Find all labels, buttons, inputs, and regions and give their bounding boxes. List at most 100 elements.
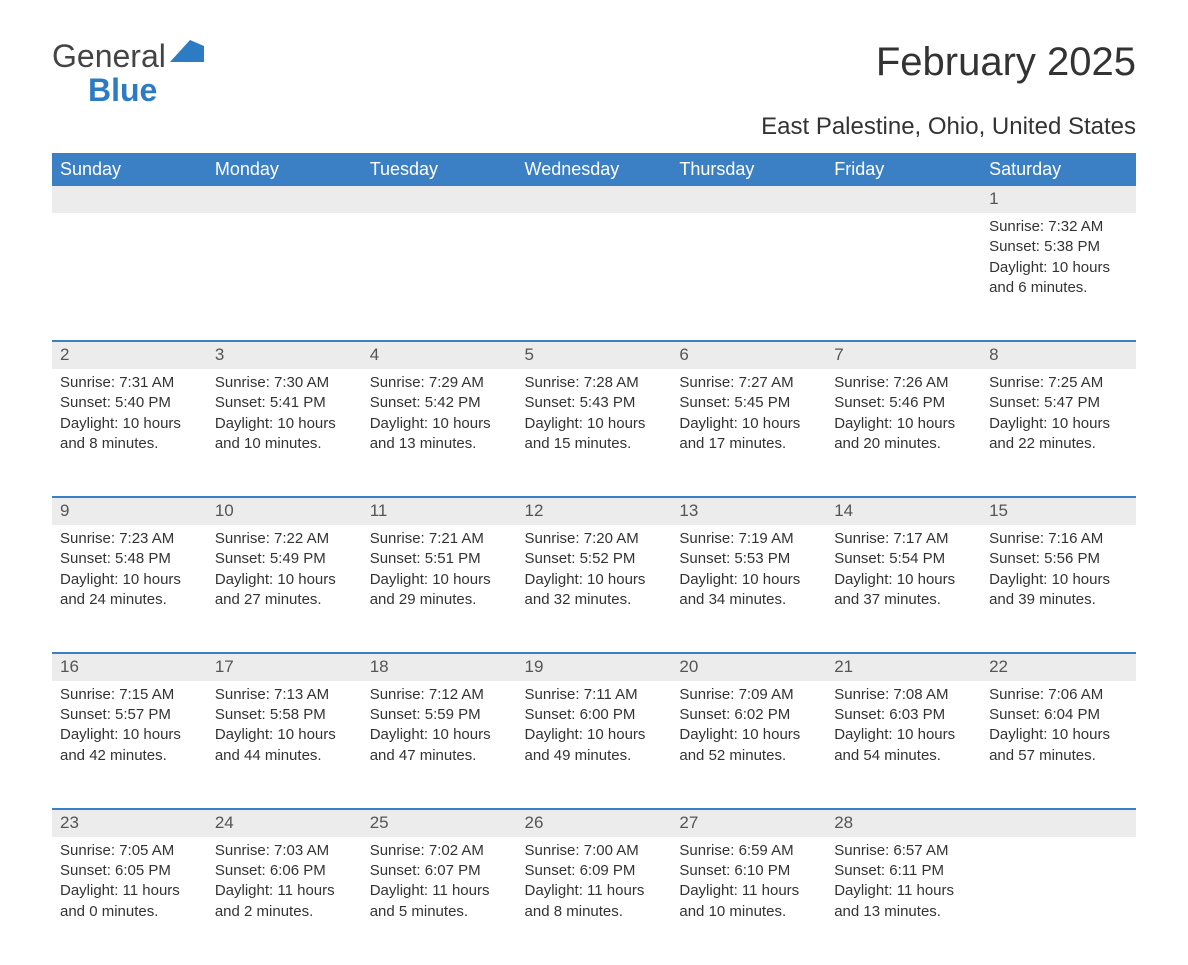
day-cell (826, 213, 981, 341)
daylight-text: Daylight: 11 hours and 0 minutes. (60, 881, 199, 922)
day-cell: Sunrise: 7:05 AMSunset: 6:05 PMDaylight:… (52, 837, 207, 965)
day-number: 19 (517, 653, 672, 681)
sunrise-text: Sunrise: 7:30 AM (215, 373, 354, 393)
daylight-text: Daylight: 10 hours and 22 minutes. (989, 414, 1128, 455)
sunrise-text: Sunrise: 7:13 AM (215, 685, 354, 705)
day-cell-body: Sunrise: 7:32 AMSunset: 5:38 PMDaylight:… (981, 213, 1136, 312)
day-cell-body: Sunrise: 7:21 AMSunset: 5:51 PMDaylight:… (362, 525, 517, 624)
sunrise-text: Sunrise: 7:31 AM (60, 373, 199, 393)
sunset-text: Sunset: 6:04 PM (989, 705, 1128, 725)
day-number: 5 (517, 341, 672, 369)
sunset-text: Sunset: 5:40 PM (60, 393, 199, 413)
weekday-header: Tuesday (362, 153, 517, 186)
day-number: 10 (207, 497, 362, 525)
sunrise-text: Sunrise: 7:32 AM (989, 217, 1128, 237)
sunrise-text: Sunrise: 6:57 AM (834, 841, 973, 861)
week-row: Sunrise: 7:32 AMSunset: 5:38 PMDaylight:… (52, 213, 1136, 341)
sunrise-text: Sunrise: 7:08 AM (834, 685, 973, 705)
day-cell-body: Sunrise: 7:02 AMSunset: 6:07 PMDaylight:… (362, 837, 517, 936)
day-number (517, 186, 672, 213)
weekday-header: Saturday (981, 153, 1136, 186)
daynum-row: 232425262728 (52, 809, 1136, 837)
sunset-text: Sunset: 5:54 PM (834, 549, 973, 569)
day-cell-body: Sunrise: 7:17 AMSunset: 5:54 PMDaylight:… (826, 525, 981, 624)
sunrise-text: Sunrise: 7:12 AM (370, 685, 509, 705)
day-cell: Sunrise: 7:13 AMSunset: 5:58 PMDaylight:… (207, 681, 362, 809)
day-cell: Sunrise: 7:23 AMSunset: 5:48 PMDaylight:… (52, 525, 207, 653)
day-number: 7 (826, 341, 981, 369)
weekday-header: Thursday (671, 153, 826, 186)
calendar-table: Sunday Monday Tuesday Wednesday Thursday… (52, 153, 1136, 965)
day-cell: Sunrise: 7:09 AMSunset: 6:02 PMDaylight:… (671, 681, 826, 809)
sunrise-text: Sunrise: 7:06 AM (989, 685, 1128, 705)
daylight-text: Daylight: 11 hours and 8 minutes. (525, 881, 664, 922)
daylight-text: Daylight: 10 hours and 52 minutes. (679, 725, 818, 766)
day-cell: Sunrise: 7:25 AMSunset: 5:47 PMDaylight:… (981, 369, 1136, 497)
daynum-row: 2345678 (52, 341, 1136, 369)
logo-text: General Blue (52, 40, 166, 107)
day-number: 11 (362, 497, 517, 525)
day-cell: Sunrise: 7:29 AMSunset: 5:42 PMDaylight:… (362, 369, 517, 497)
logo-general-text: General (52, 38, 166, 74)
sunset-text: Sunset: 5:42 PM (370, 393, 509, 413)
daynum-row: 16171819202122 (52, 653, 1136, 681)
sunset-text: Sunset: 6:07 PM (370, 861, 509, 881)
sunset-text: Sunset: 5:43 PM (525, 393, 664, 413)
sunset-text: Sunset: 6:02 PM (679, 705, 818, 725)
day-number: 20 (671, 653, 826, 681)
header-row: General Blue February 2025 (52, 40, 1136, 107)
location-subtitle: East Palestine, Ohio, United States (52, 113, 1136, 141)
day-cell: Sunrise: 7:15 AMSunset: 5:57 PMDaylight:… (52, 681, 207, 809)
week-row: Sunrise: 7:15 AMSunset: 5:57 PMDaylight:… (52, 681, 1136, 809)
weekday-header: Friday (826, 153, 981, 186)
daylight-text: Daylight: 10 hours and 15 minutes. (525, 414, 664, 455)
day-number: 13 (671, 497, 826, 525)
sunrise-text: Sunrise: 7:02 AM (370, 841, 509, 861)
daylight-text: Daylight: 10 hours and 39 minutes. (989, 570, 1128, 611)
day-number: 1 (981, 186, 1136, 213)
sunset-text: Sunset: 5:53 PM (679, 549, 818, 569)
day-cell-body: Sunrise: 7:31 AMSunset: 5:40 PMDaylight:… (52, 369, 207, 468)
logo-mark-icon (170, 40, 204, 62)
sunrise-text: Sunrise: 7:03 AM (215, 841, 354, 861)
day-cell-body: Sunrise: 7:00 AMSunset: 6:09 PMDaylight:… (517, 837, 672, 936)
day-cell: Sunrise: 7:02 AMSunset: 6:07 PMDaylight:… (362, 837, 517, 965)
daylight-text: Daylight: 10 hours and 32 minutes. (525, 570, 664, 611)
weekday-header-row: Sunday Monday Tuesday Wednesday Thursday… (52, 153, 1136, 186)
day-number: 26 (517, 809, 672, 837)
sunrise-text: Sunrise: 7:22 AM (215, 529, 354, 549)
page-title: February 2025 (876, 40, 1136, 85)
day-number: 12 (517, 497, 672, 525)
weekday-header: Wednesday (517, 153, 672, 186)
sunset-text: Sunset: 6:09 PM (525, 861, 664, 881)
day-number (671, 186, 826, 213)
day-number: 18 (362, 653, 517, 681)
day-number (826, 186, 981, 213)
day-cell: Sunrise: 7:11 AMSunset: 6:00 PMDaylight:… (517, 681, 672, 809)
daylight-text: Daylight: 10 hours and 54 minutes. (834, 725, 973, 766)
sunset-text: Sunset: 5:47 PM (989, 393, 1128, 413)
sunset-text: Sunset: 6:03 PM (834, 705, 973, 725)
day-cell: Sunrise: 7:08 AMSunset: 6:03 PMDaylight:… (826, 681, 981, 809)
daylight-text: Daylight: 10 hours and 6 minutes. (989, 258, 1128, 299)
day-cell (362, 213, 517, 341)
day-cell: Sunrise: 7:26 AMSunset: 5:46 PMDaylight:… (826, 369, 981, 497)
daylight-text: Daylight: 10 hours and 37 minutes. (834, 570, 973, 611)
daylight-text: Daylight: 10 hours and 49 minutes. (525, 725, 664, 766)
day-cell: Sunrise: 7:27 AMSunset: 5:45 PMDaylight:… (671, 369, 826, 497)
day-number: 6 (671, 341, 826, 369)
day-number (52, 186, 207, 213)
day-cell-body: Sunrise: 7:12 AMSunset: 5:59 PMDaylight:… (362, 681, 517, 780)
weekday-header: Monday (207, 153, 362, 186)
day-cell-body: Sunrise: 6:57 AMSunset: 6:11 PMDaylight:… (826, 837, 981, 936)
sunset-text: Sunset: 5:48 PM (60, 549, 199, 569)
week-row: Sunrise: 7:23 AMSunset: 5:48 PMDaylight:… (52, 525, 1136, 653)
sunrise-text: Sunrise: 7:19 AM (679, 529, 818, 549)
sunset-text: Sunset: 6:05 PM (60, 861, 199, 881)
sunrise-text: Sunrise: 7:16 AM (989, 529, 1128, 549)
sunset-text: Sunset: 5:41 PM (215, 393, 354, 413)
sunset-text: Sunset: 5:51 PM (370, 549, 509, 569)
day-cell-body: Sunrise: 7:06 AMSunset: 6:04 PMDaylight:… (981, 681, 1136, 780)
daylight-text: Daylight: 10 hours and 27 minutes. (215, 570, 354, 611)
day-cell-body: Sunrise: 7:16 AMSunset: 5:56 PMDaylight:… (981, 525, 1136, 624)
